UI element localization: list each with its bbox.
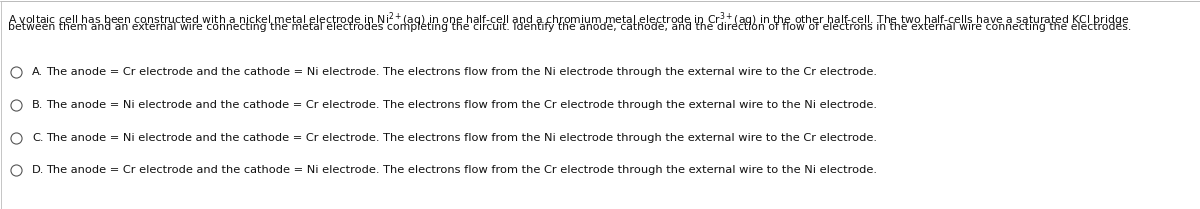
Text: between them and an external wire connecting the metal electrodes completing the: between them and an external wire connec… xyxy=(8,22,1132,32)
Text: The anode = Cr electrode and the cathode = Ni electrode. The electrons flow from: The anode = Cr electrode and the cathode… xyxy=(46,67,877,77)
Text: B.: B. xyxy=(32,100,43,110)
Text: D.: D. xyxy=(32,165,44,175)
Text: A voltaic cell has been constructed with a nickel metal electrode in Ni$^{2+}$(a: A voltaic cell has been constructed with… xyxy=(8,10,1129,29)
Text: C.: C. xyxy=(32,133,43,143)
Text: A.: A. xyxy=(32,67,43,77)
Text: The anode = Cr electrode and the cathode = Ni electrode. The electrons flow from: The anode = Cr electrode and the cathode… xyxy=(46,165,877,175)
Text: The anode = Ni electrode and the cathode = Cr electrode. The electrons flow from: The anode = Ni electrode and the cathode… xyxy=(46,100,877,110)
Text: The anode = Ni electrode and the cathode = Cr electrode. The electrons flow from: The anode = Ni electrode and the cathode… xyxy=(46,133,877,143)
